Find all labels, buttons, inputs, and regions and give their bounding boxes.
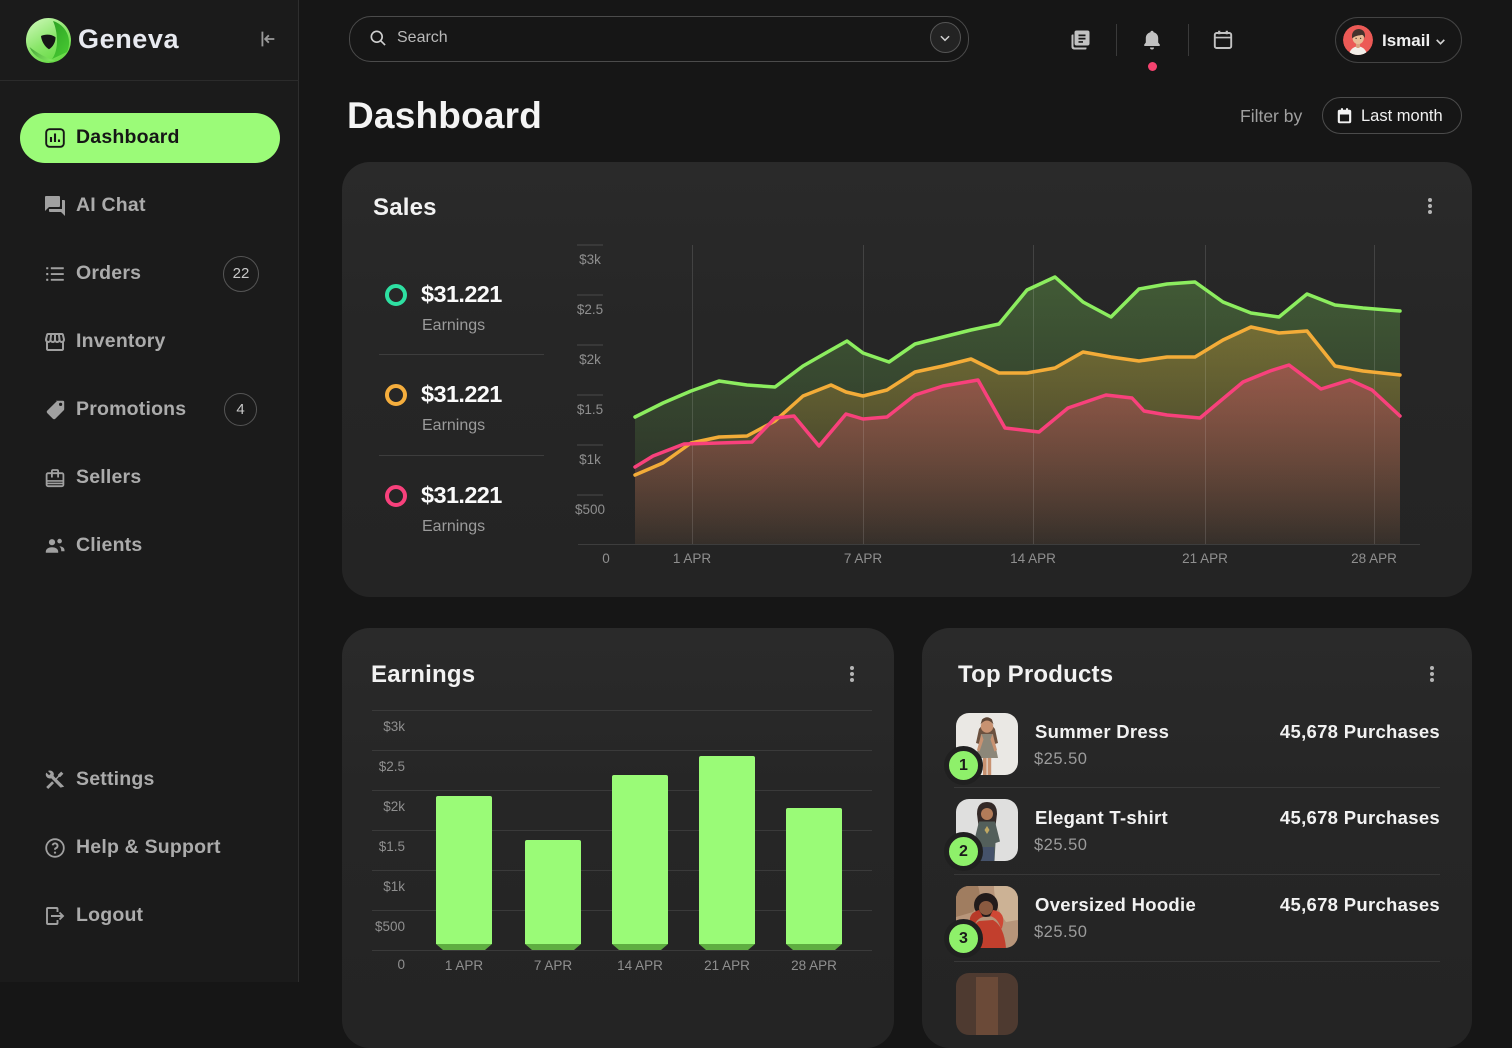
svg-text:14 APR: 14 APR [1010, 551, 1056, 566]
svg-text:21 APR: 21 APR [1182, 551, 1228, 566]
svg-text:$3k: $3k [579, 252, 601, 267]
svg-text:0: 0 [397, 957, 405, 972]
svg-text:$2.5: $2.5 [577, 302, 603, 317]
svg-text:21 APR: 21 APR [704, 958, 750, 973]
svg-text:0: 0 [602, 551, 610, 566]
svg-text:7 APR: 7 APR [844, 551, 883, 566]
svg-text:$1.5: $1.5 [577, 402, 603, 417]
svg-text:1 APR: 1 APR [673, 551, 712, 566]
svg-text:$500: $500 [575, 502, 605, 517]
svg-text:$2.5: $2.5 [379, 759, 405, 774]
svg-text:$3k: $3k [383, 719, 405, 734]
svg-text:7 APR: 7 APR [534, 958, 573, 973]
svg-text:1 APR: 1 APR [445, 958, 484, 973]
svg-text:$2k: $2k [579, 352, 601, 367]
svg-text:28 APR: 28 APR [791, 958, 837, 973]
svg-text:$2k: $2k [383, 799, 405, 814]
svg-text:$1k: $1k [579, 452, 601, 467]
svg-text:$500: $500 [375, 919, 405, 934]
svg-text:14 APR: 14 APR [617, 958, 663, 973]
svg-text:28 APR: 28 APR [1351, 551, 1397, 566]
svg-text:$1.5: $1.5 [379, 839, 405, 854]
svg-text:$1k: $1k [383, 879, 405, 894]
